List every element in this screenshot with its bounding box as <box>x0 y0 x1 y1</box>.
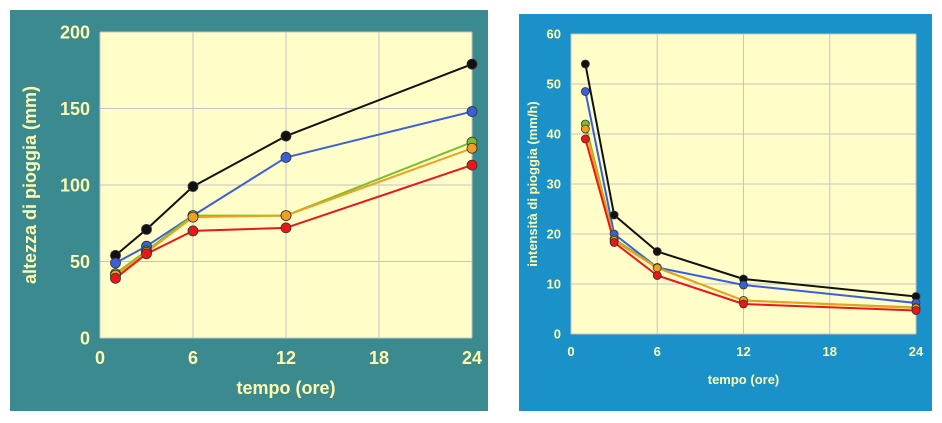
x-tick-label: 6 <box>654 344 661 359</box>
y-tick-label: 30 <box>547 177 561 192</box>
x-tick-label: 24 <box>909 344 924 359</box>
x-tick-label: 0 <box>567 344 574 359</box>
series-4-point <box>187 211 199 223</box>
series-2-point <box>110 257 121 269</box>
rain-intensity-chart-panel: 0 6 12 18 24 0 10 20 30 40 50 60 tempo (ore) intensit… <box>519 14 932 411</box>
series-2-point <box>280 152 292 163</box>
rain-depth-chart-panel: 0 6 12 18 24 0 50 100 150 200 tempo (ore) altezza d… <box>10 10 488 411</box>
rain-intensity-chart: 0 6 12 18 24 0 10 20 30 40 50 60 tempo (ore) intensit… <box>519 14 932 411</box>
y-tick-label: 200 <box>60 22 90 42</box>
series-5-point <box>609 238 619 247</box>
series-5-point <box>280 222 292 234</box>
series-5-point <box>141 248 152 260</box>
series-1-point <box>609 210 619 220</box>
y-tick-label: 20 <box>547 227 561 242</box>
series-1-point <box>280 130 292 142</box>
y-tick-label: 150 <box>60 99 90 119</box>
x-axis-label: tempo (ore) <box>708 372 780 387</box>
y-tick-label: 0 <box>554 327 561 342</box>
y-tick-label: 50 <box>70 252 90 272</box>
series-2-point <box>580 87 590 96</box>
x-tick-label: 18 <box>369 348 389 368</box>
series-5-point <box>911 306 921 315</box>
series-1-point <box>187 181 199 192</box>
x-tick-label: 0 <box>95 348 105 368</box>
series-5-point <box>580 134 590 144</box>
series-5-point <box>466 159 478 171</box>
y-tick-label: 50 <box>547 77 561 92</box>
series-5-point <box>187 225 199 237</box>
series-5-point <box>652 271 662 280</box>
x-axis-label: tempo (ore) <box>237 378 336 398</box>
x-tick-label: 18 <box>823 344 837 359</box>
series-5-point <box>739 299 748 309</box>
y-tick-label: 40 <box>547 127 561 142</box>
y-axis-label: altezza di pioggia (mm) <box>20 86 40 284</box>
x-tick-label: 6 <box>188 348 198 368</box>
y-axis-label: intensità di pioggia (mm/h) <box>525 101 540 266</box>
series-4-point <box>580 124 590 134</box>
x-tick-label: 12 <box>276 348 296 368</box>
series-1-point <box>141 223 152 235</box>
x-tick-label: 12 <box>736 344 750 359</box>
series-4-point <box>652 263 662 273</box>
series-1-point <box>466 58 478 70</box>
y-tick-label: 100 <box>60 175 90 195</box>
series-2-point <box>739 280 748 290</box>
series-1-point <box>580 59 590 69</box>
series-2-point <box>466 106 478 117</box>
x-tick-label: 24 <box>462 348 482 368</box>
series-4-point <box>280 210 292 222</box>
rain-depth-chart: 0 6 12 18 24 0 50 100 150 200 tempo (ore) altezza d… <box>10 10 488 411</box>
y-tick-label: 60 <box>547 27 561 42</box>
series-4-point <box>466 142 478 154</box>
y-tick-label: 0 <box>80 328 90 348</box>
y-tick-label: 10 <box>547 277 561 292</box>
series-1-point <box>652 247 662 256</box>
series-5-point <box>110 272 121 284</box>
